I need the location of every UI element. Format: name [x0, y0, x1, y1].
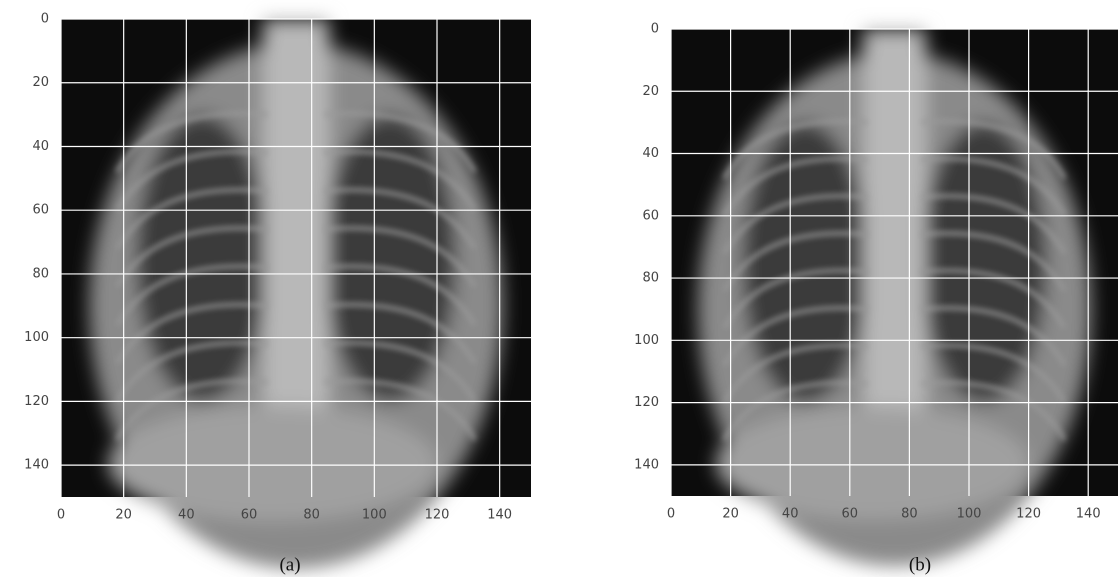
x-tick-label: 140: [487, 508, 512, 523]
abdomen: [716, 407, 1029, 519]
x-tick-label: 40: [178, 508, 195, 523]
x-tick-label: 0: [667, 507, 675, 522]
y-tick-label: 120: [24, 394, 49, 409]
x-tick-label: 40: [782, 507, 799, 522]
y-tick-label: 20: [642, 84, 659, 99]
lung: [743, 122, 868, 402]
y-tick-label: 40: [32, 139, 49, 154]
abdomen: [108, 406, 437, 521]
y-tick-label: 40: [642, 146, 659, 161]
y-tick-label: 0: [651, 22, 659, 37]
caption: (b): [909, 554, 931, 575]
y-tick-label: 60: [642, 208, 659, 223]
y-tick-label: 100: [24, 330, 49, 345]
y-tick-label: 0: [41, 12, 49, 27]
x-tick-label: 20: [115, 508, 132, 523]
x-tick-label: 0: [57, 508, 65, 523]
x-tick-label: 120: [1016, 507, 1041, 522]
page: 020406080100120140020406080100120140(a)0…: [0, 0, 1120, 577]
lung: [324, 115, 456, 402]
figure: 020406080100120140020406080100120140(a)0…: [0, 0, 1120, 577]
x-tick-label: 60: [842, 507, 859, 522]
lung: [136, 115, 268, 402]
caption: (a): [279, 554, 300, 575]
x-tick-label: 100: [362, 508, 387, 523]
x-tick-label: 120: [425, 508, 450, 523]
x-tick-label: 20: [722, 507, 739, 522]
y-tick-label: 120: [634, 395, 659, 410]
y-tick-label: 80: [32, 266, 49, 281]
y-tick-label: 140: [634, 457, 659, 472]
panel: 0 20 40 60 80 100 120 140 0 20 40 60 80 100 120 140 (a): [24, 12, 531, 576]
x-tick-label: 60: [241, 508, 258, 523]
x-tick-label: 80: [901, 507, 918, 522]
lung: [921, 122, 1046, 402]
x-tick-label: 140: [1076, 507, 1101, 522]
y-tick-label: 140: [24, 458, 49, 473]
y-tick-label: 20: [32, 75, 49, 90]
x-tick-label: 100: [957, 507, 982, 522]
y-tick-label: 100: [634, 333, 659, 348]
y-tick-label: 60: [32, 203, 49, 218]
y-tick-label: 80: [642, 271, 659, 286]
x-tick-label: 80: [303, 508, 320, 523]
panel: 0 20 40 60 80 100 120 140 0 20 40 60 80 100 120 140 (b): [634, 22, 1118, 576]
